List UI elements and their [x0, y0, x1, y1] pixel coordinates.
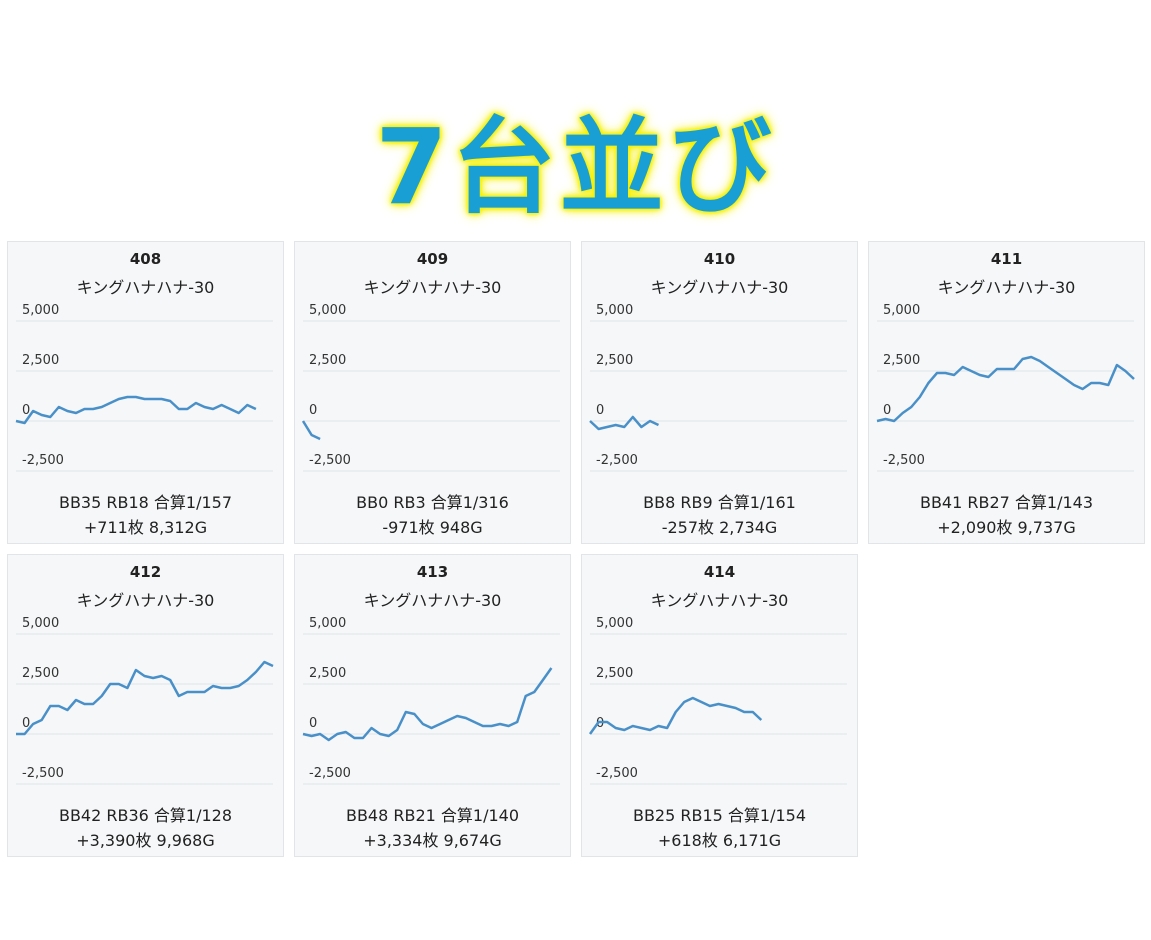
machine-result: -257枚 2,734G	[661, 518, 778, 537]
y-tick-label: 5,000	[309, 616, 346, 631]
machine-number: 408	[129, 250, 162, 268]
machine-stats: BB25 RB15 合算1/154	[632, 806, 807, 825]
line-chart: 5,000 2,500 0 -2,500	[589, 303, 847, 472]
machine-card: 5,000 2,500 0 -2,500 414 キングハナハナ-30 BB25 RB15 …	[581, 554, 858, 857]
y-tick-label: 0	[309, 716, 317, 731]
machine-card: 5,000 2,500 0 -2,500 411 キングハナハナ-30 BB41 RB27 …	[868, 241, 1145, 544]
machine-name: キングハナハナ-30	[363, 278, 502, 297]
line-chart: 5,000 2,500 0 -2,500	[301, 303, 560, 472]
line-chart: 5,000 2,500 0 -2,500	[15, 303, 273, 472]
machine-result: +3,334枚 9,674G	[363, 831, 502, 850]
machine-stats: BB42 RB36 合算1/128	[58, 806, 233, 825]
data-line	[588, 696, 763, 735]
y-tick-label: 2,500	[883, 353, 920, 368]
machine-number: 410	[703, 250, 736, 268]
y-tick-label: 2,500	[309, 353, 346, 368]
machine-number: 409	[416, 250, 449, 268]
line-chart: 5,000 2,500 0 -2,500	[876, 303, 1135, 472]
y-tick-label: 0	[22, 716, 30, 731]
machine-stats: BB41 RB27 合算1/143	[919, 493, 1094, 512]
y-tick-label: -2,500	[596, 453, 638, 468]
machine-name: キングハナハナ-30	[76, 591, 215, 610]
y-tick-label: 2,500	[309, 666, 346, 681]
y-tick-label: 0	[883, 403, 891, 418]
y-tick-label: 5,000	[596, 616, 633, 631]
banner-title: 7台並び	[375, 106, 776, 228]
data-line	[302, 667, 553, 742]
y-tick-label: -2,500	[309, 766, 351, 781]
y-tick-label: 5,000	[883, 303, 920, 318]
machine-card: 5,000 2,500 0 -2,500 409 キングハナハナ-30 BB0 RB3 合算…	[294, 241, 571, 544]
y-tick-label: -2,500	[22, 766, 64, 781]
y-tick-label: 2,500	[596, 666, 633, 681]
y-tick-label: 2,500	[22, 353, 59, 368]
machine-name: キングハナハナ-30	[76, 278, 215, 297]
data-line	[15, 395, 257, 425]
machine-stats: BB0 RB3 合算1/316	[356, 493, 509, 512]
machine-result: +711枚 8,312G	[83, 518, 208, 537]
data-line	[16, 660, 274, 736]
y-tick-label: 5,000	[22, 303, 59, 318]
y-tick-label: -2,500	[883, 453, 925, 468]
machine-result: +2,090枚 9,737G	[937, 518, 1076, 537]
machine-number: 413	[416, 563, 449, 581]
machine-card: 5,000 2,500 0 -2,500 412 キングハナハナ-30 BB42 RB36 …	[7, 554, 284, 857]
y-tick-label: 2,500	[22, 666, 59, 681]
machine-card: 5,000 2,500 0 -2,500 408 キングハナハナ-30 BB35 RB18 …	[7, 241, 284, 544]
machine-stats: BB8 RB9 合算1/161	[643, 493, 796, 512]
machine-name: キングハナハナ-30	[363, 591, 502, 610]
y-tick-label: 5,000	[309, 303, 346, 318]
y-tick-label: 0	[309, 403, 317, 418]
y-tick-label: -2,500	[22, 453, 64, 468]
machine-number: 411	[990, 250, 1023, 268]
machine-result: +618枚 6,171G	[657, 831, 782, 850]
y-tick-label: 2,500	[596, 353, 633, 368]
machine-stats: BB35 RB18 合算1/157	[58, 493, 233, 512]
machine-number: 412	[129, 563, 162, 581]
data-line	[589, 415, 660, 431]
machine-card: 5,000 2,500 0 -2,500 410 キングハナハナ-30 BB8 RB9 合算…	[581, 241, 858, 544]
line-chart: 5,000 2,500 0 -2,500	[302, 616, 560, 785]
machine-name: キングハナハナ-30	[650, 591, 789, 610]
machine-number: 414	[703, 563, 736, 581]
y-tick-label: 0	[22, 403, 30, 418]
machine-stats: BB48 RB21 合算1/140	[345, 806, 520, 825]
machine-result: +3,390枚 9,968G	[76, 831, 215, 850]
y-tick-label: 5,000	[596, 303, 633, 318]
y-tick-label: -2,500	[309, 453, 351, 468]
data-line	[876, 355, 1135, 423]
machine-name: キングハナハナ-30	[650, 278, 789, 297]
y-tick-label: -2,500	[596, 766, 638, 781]
line-chart: 5,000 2,500 0 -2,500	[16, 616, 274, 785]
line-chart: 5,000 2,500 0 -2,500	[588, 616, 847, 785]
y-tick-label: 5,000	[22, 616, 59, 631]
machine-result: -971枚 948G	[382, 518, 483, 537]
machine-card: 5,000 2,500 0 -2,500 413 キングハナハナ-30 BB48 RB21 …	[294, 554, 571, 857]
y-tick-label: 0	[596, 716, 604, 731]
machine-name: キングハナハナ-30	[937, 278, 1076, 297]
data-line	[301, 420, 321, 441]
y-tick-label: 0	[596, 403, 604, 418]
